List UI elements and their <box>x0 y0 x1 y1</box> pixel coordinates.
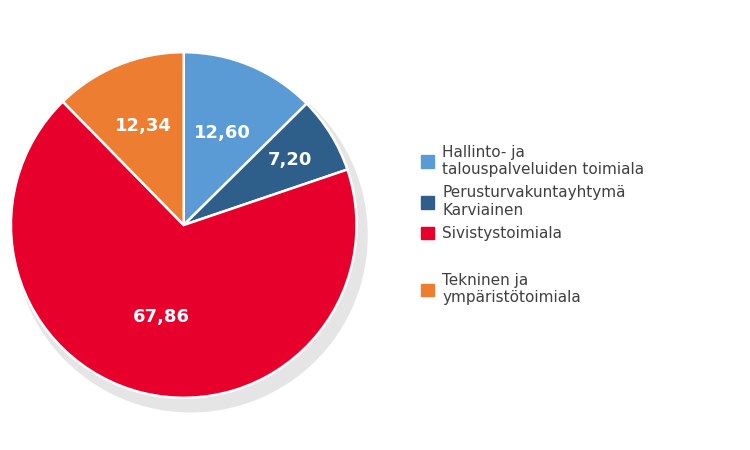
Text: 67,86: 67,86 <box>134 308 190 326</box>
Wedge shape <box>63 52 184 225</box>
Wedge shape <box>11 102 356 398</box>
Legend: Hallinto- ja
talouspalveluiden toimiala, Perusturvakuntayhtymä
Karviainen, Sivis: Hallinto- ja talouspalveluiden toimiala,… <box>416 140 649 310</box>
Wedge shape <box>184 104 347 225</box>
Text: 12,60: 12,60 <box>194 124 250 142</box>
Text: 12,34: 12,34 <box>115 117 172 135</box>
Text: 7,20: 7,20 <box>268 151 312 169</box>
Wedge shape <box>184 52 307 225</box>
Ellipse shape <box>13 58 368 413</box>
